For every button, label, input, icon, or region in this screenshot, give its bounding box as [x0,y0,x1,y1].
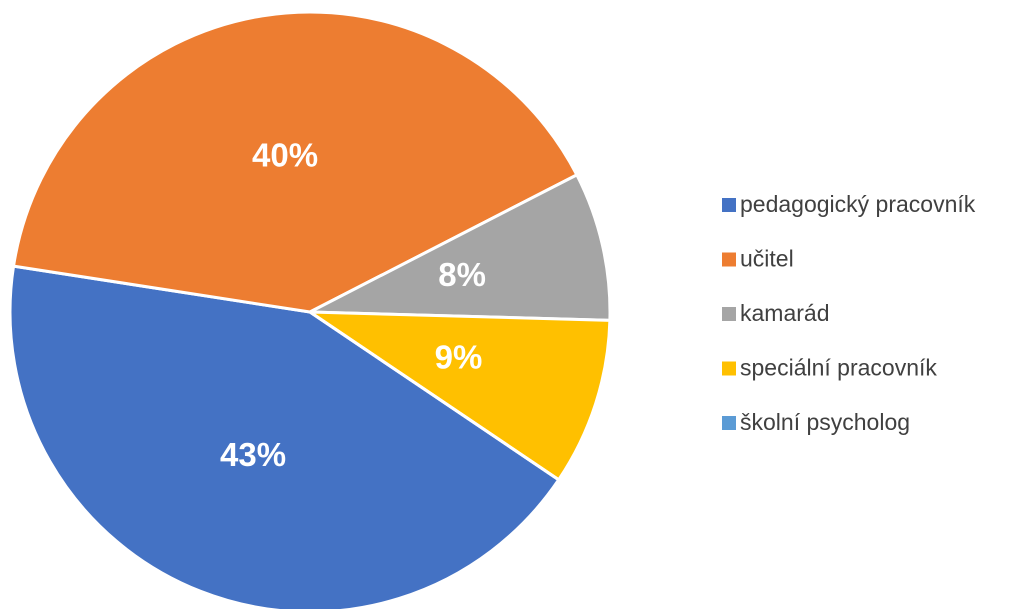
pie-slice [309,310,560,482]
pie-slice [8,264,561,614]
legend-swatch [722,198,736,212]
legend-swatch [722,416,736,430]
legend-swatch [722,361,736,376]
value-label: 43% [220,436,286,473]
pie-slice [11,10,579,314]
legend-swatch [722,252,736,267]
legend-label: školní psycholog [740,409,910,435]
value-label: 40% [252,137,318,174]
value-label: 9% [435,338,483,375]
value-label: 8% [438,256,486,293]
legend-label: pedagogický pracovník [740,191,976,217]
pie-slice [304,310,612,482]
legend-label: speciální pracovník [740,355,937,381]
pie-slice [309,172,612,322]
legend-swatch [722,307,736,321]
legend-label: kamarád [740,300,829,326]
legend-label: učitel [740,246,794,272]
